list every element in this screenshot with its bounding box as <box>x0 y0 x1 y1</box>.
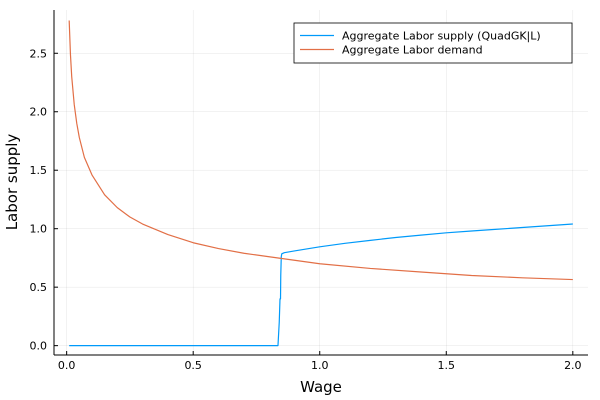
y-tick-label: 2.0 <box>30 106 48 119</box>
legend-label-demand: Aggregate Labor demand <box>342 44 483 57</box>
x-tick-label: 1.0 <box>311 359 329 372</box>
series <box>68 20 573 347</box>
legend: Aggregate Labor supply (QuadGK|L) Aggreg… <box>293 22 573 64</box>
y-tick-label: 0.5 <box>30 281 48 294</box>
y-axis-title: Labor supply <box>3 134 21 231</box>
axes <box>53 10 588 356</box>
x-tick-label: 2.0 <box>564 359 582 372</box>
demand-series-line <box>68 20 573 281</box>
legend-label-supply: Aggregate Labor supply (QuadGK|L) <box>342 30 541 43</box>
x-tick-label: 0.0 <box>58 359 76 372</box>
y-tick-label: 0.0 <box>30 340 48 353</box>
x-axis-title: Wage <box>300 378 342 396</box>
y-tick-label: 1.5 <box>30 164 48 177</box>
legend-box <box>293 22 573 64</box>
supply-series-line <box>69 223 573 347</box>
ticks: 0.0 0.5 1.0 1.5 2.0 0.0 0.5 1.0 1.5 2.0 2.5 <box>30 47 582 372</box>
x-tick-label: 1.5 <box>438 359 456 372</box>
y-tick-label: 1.0 <box>30 223 48 236</box>
y-tick-label: 2.5 <box>30 47 48 60</box>
x-tick-label: 0.5 <box>184 359 202 372</box>
